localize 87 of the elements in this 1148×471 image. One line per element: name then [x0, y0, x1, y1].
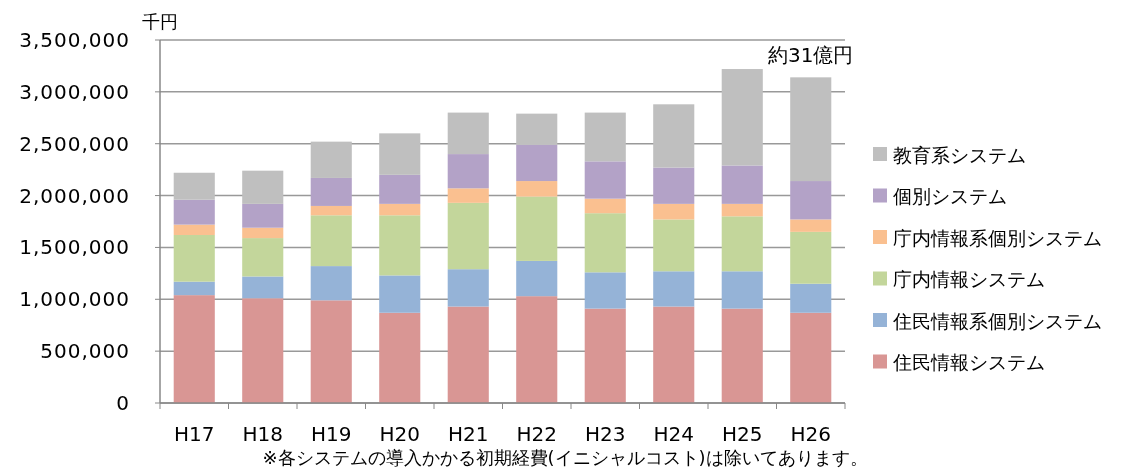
bar: [173, 224, 215, 235]
bar: [242, 227, 284, 239]
bar: [721, 69, 763, 166]
legend-label: 個別システム: [893, 185, 1007, 208]
bar: [653, 271, 695, 307]
bar: [447, 202, 489, 270]
bar: [790, 77, 832, 182]
bar: [173, 234, 215, 282]
bar: [653, 219, 695, 272]
x-tick-label: H21: [448, 422, 489, 446]
bar: [379, 312, 421, 403]
bar: [516, 113, 558, 145]
bar: [173, 172, 215, 200]
bar: [310, 300, 352, 403]
bar: [310, 266, 352, 301]
y-tick-label: 0: [116, 391, 130, 415]
bar: [447, 112, 489, 155]
bar: [790, 312, 832, 403]
legend-label: 庁内情報システム: [893, 268, 1045, 291]
bar: [516, 181, 558, 197]
bar: [242, 298, 284, 403]
y-tick-label: 1,000,000: [19, 287, 130, 312]
bar: [173, 295, 215, 403]
x-tick-label: H20: [379, 422, 420, 446]
bar: [584, 308, 626, 403]
bar: [516, 144, 558, 182]
bar: [310, 141, 352, 178]
y-tick-label: 500,000: [40, 339, 130, 364]
bar: [721, 216, 763, 272]
bar: [516, 296, 558, 403]
bar: [516, 196, 558, 261]
bar: [379, 215, 421, 276]
legend-label: 庁内情報系個別システム: [893, 226, 1102, 249]
y-tick-label: 3,500,000: [19, 28, 130, 52]
bar: [379, 133, 421, 175]
bar: [721, 308, 763, 403]
bar: [584, 272, 626, 309]
bar: [242, 203, 284, 228]
legend-label: 住民情報システム: [892, 351, 1045, 374]
bar: [790, 283, 832, 313]
y-tick-label: 1,500,000: [19, 235, 130, 260]
x-tick-label: H25: [722, 422, 763, 446]
y-axis-title: 千円: [142, 11, 178, 32]
bar: [653, 203, 695, 220]
x-tick-label: H24: [653, 422, 694, 446]
bar: [653, 104, 695, 168]
bar: [379, 275, 421, 313]
legend-label: 教育系システム: [893, 143, 1026, 166]
x-tick-label: H22: [516, 422, 557, 446]
bar: [516, 260, 558, 297]
bar: [790, 219, 832, 232]
bar: [447, 269, 489, 307]
bar: [310, 177, 352, 206]
annotation: 約31億円: [768, 43, 854, 68]
y-tick-label: 2,000,000: [19, 183, 130, 208]
bar: [653, 167, 695, 204]
text: ※各システムの導入かかる初期経費(イニシャルコスト)は除いてあります。: [262, 447, 868, 468]
bar: [447, 154, 489, 189]
bar: [242, 238, 284, 277]
x-tick-label: H19: [311, 422, 352, 446]
bar: [584, 198, 626, 214]
bar: [721, 203, 763, 217]
x-tick-label: H17: [174, 422, 215, 446]
bar: [173, 281, 215, 296]
bar: [721, 165, 763, 204]
bar: [653, 306, 695, 403]
bar: [584, 161, 626, 199]
bar: [310, 205, 352, 216]
bar: [242, 170, 284, 204]
bar: [310, 215, 352, 267]
bar: [790, 181, 832, 220]
legend-label: 住民情報系個別システム: [892, 309, 1102, 332]
bar: [242, 276, 284, 299]
y-tick-label: 3,000,000: [19, 79, 130, 104]
bar: [584, 213, 626, 273]
bar: [447, 306, 489, 403]
bar: [447, 188, 489, 203]
bar: [790, 231, 832, 284]
x-tick-label: H23: [585, 422, 626, 446]
bar: [584, 112, 626, 162]
x-tick-label: H18: [242, 422, 283, 446]
x-tick-label: H26: [790, 422, 831, 446]
bar: [379, 203, 421, 216]
bar: [721, 271, 763, 309]
bar: [379, 174, 421, 204]
y-tick-label: 2,500,000: [19, 131, 130, 156]
bar: [173, 199, 215, 225]
